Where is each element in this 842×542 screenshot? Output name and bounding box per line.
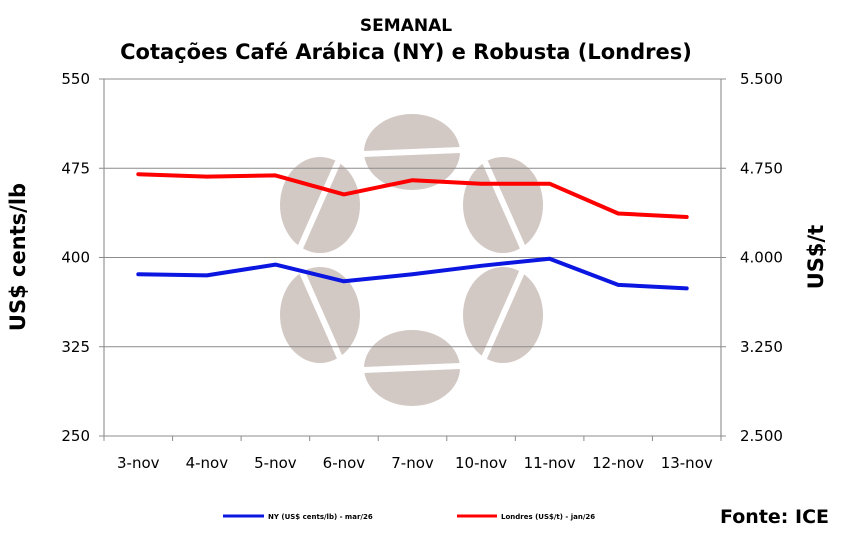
- legend: NY (US$ cents/lb) - mar/26 Londres (US$/…: [223, 513, 595, 521]
- y-left-tick-label: 550: [61, 70, 90, 88]
- x-tick-label: 7-nov: [391, 454, 434, 472]
- data-point-londres: [617, 212, 619, 214]
- data-point-ny: [549, 258, 551, 260]
- data-point-londres: [549, 183, 551, 185]
- y-right-tick-label: 3.250: [740, 338, 783, 356]
- source-note: Fonte: ICE: [720, 506, 829, 528]
- data-point-ny: [412, 273, 413, 275]
- data-point-ny: [206, 274, 208, 276]
- y-left-tick-label: 325: [61, 338, 90, 356]
- y-axis-right-label: US$/t: [804, 225, 828, 290]
- data-point-londres: [137, 173, 139, 175]
- legend-label-ny: NY (US$ cents/lb) - mar/26: [268, 513, 373, 521]
- x-tick-label: 6-nov: [323, 454, 366, 472]
- y-right-tick-label: 2.500: [740, 427, 783, 445]
- series-layer: [136, 172, 689, 291]
- x-tick-label: 4-nov: [186, 454, 229, 472]
- data-point-londres: [412, 179, 413, 181]
- x-tick-label: 13-nov: [661, 454, 713, 472]
- coffee-bean-watermark-logo: [280, 114, 543, 406]
- y-right-tick-label: 5.500: [740, 70, 783, 88]
- x-tick-label: 3-nov: [117, 454, 160, 472]
- gridlines: [104, 78, 721, 437]
- data-point-ny: [686, 287, 688, 289]
- data-point-londres: [686, 216, 688, 218]
- y-left-tick-label: 400: [61, 249, 90, 267]
- y-right-tick-label: 4.750: [740, 159, 783, 177]
- data-point-londres: [206, 176, 208, 178]
- chart-subtitle: Cotações Café Arábica (NY) e Robusta (Lo…: [120, 40, 692, 64]
- data-point-ny: [137, 273, 139, 275]
- x-tick-label: 10-nov: [455, 454, 507, 472]
- y-right-tick-label: 4.000: [740, 249, 783, 267]
- chart-title: SEMANAL: [360, 16, 452, 36]
- y-axis-left-ticks: 550 475 400 325 250: [61, 70, 104, 445]
- x-axis-ticks: 3-nov 4-nov 5-nov 6-nov 7-nov 10-nov 11-nov 12-…: [103, 436, 722, 472]
- data-point-ny: [343, 280, 345, 282]
- x-tick-label: 12-nov: [592, 454, 644, 472]
- legend-label-londres: Londres (US$/t) - jan/26: [501, 513, 595, 521]
- y-axis-right-ticks: 5.500 4.750 4.000 3.250 2.500: [721, 70, 783, 445]
- data-point-ny: [480, 265, 482, 267]
- data-point-ny: [274, 264, 276, 266]
- y-left-tick-label: 250: [61, 427, 90, 445]
- series-line-ny: [136, 256, 689, 291]
- data-point-londres: [480, 183, 482, 185]
- y-axis-left-label: US$ cents/lb: [6, 183, 30, 331]
- y-left-tick-label: 475: [61, 159, 90, 177]
- data-point-ny: [617, 284, 619, 286]
- data-point-londres: [274, 174, 276, 176]
- x-tick-label: 11-nov: [524, 454, 576, 472]
- data-point-londres: [343, 193, 345, 195]
- x-tick-label: 5-nov: [254, 454, 297, 472]
